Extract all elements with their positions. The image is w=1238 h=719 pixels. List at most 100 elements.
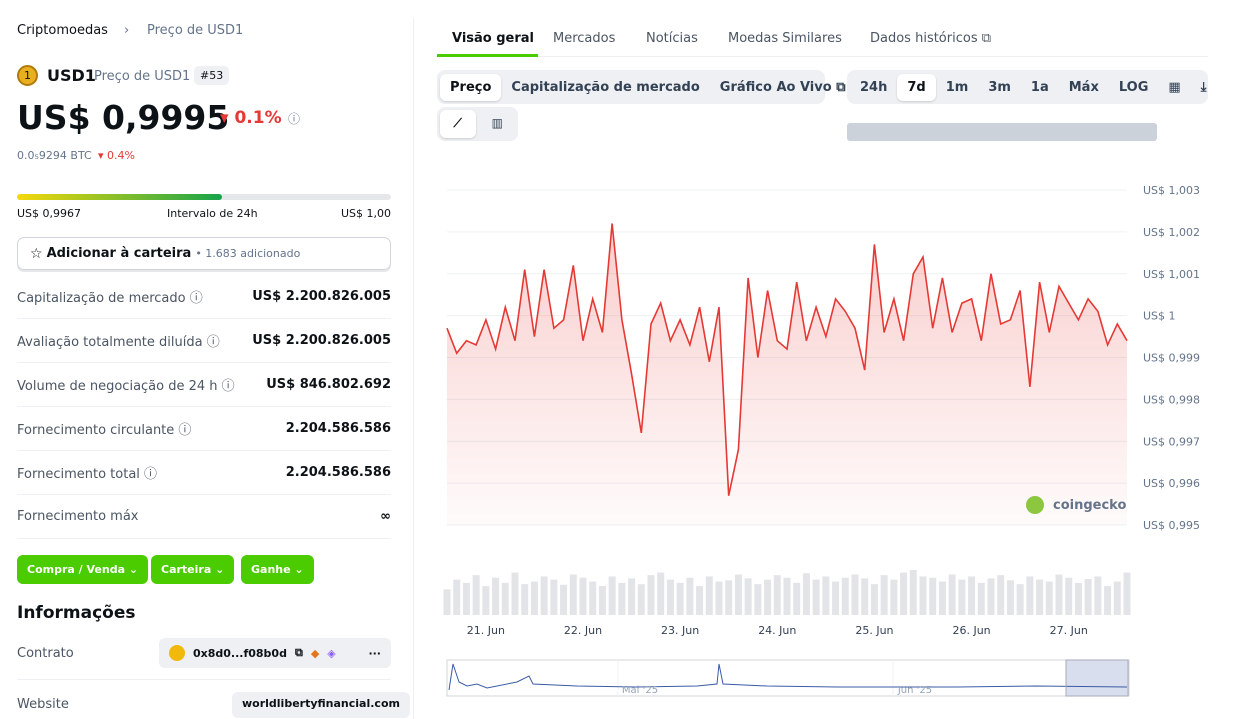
download-button[interactable]: ⤓ bbox=[1200, 79, 1207, 95]
y-tick-label: US$ 1 bbox=[1143, 310, 1176, 323]
divider bbox=[17, 679, 391, 680]
website-link[interactable]: worldlibertyfinancial.com bbox=[232, 692, 410, 718]
info-icon[interactable]: ⓘ bbox=[288, 112, 301, 126]
earn-button[interactable]: Ganhe ⌄ bbox=[241, 555, 314, 584]
candle-chart-button[interactable]: ▥ bbox=[491, 116, 503, 130]
copy-icon[interactable]: ⧉ bbox=[294, 646, 303, 659]
volume-bar bbox=[676, 582, 684, 615]
range-switch: 24h 7d 1m 3m 1a Máx LOG ▦ ⤓ bbox=[847, 70, 1208, 104]
range-button[interactable]: 24h bbox=[860, 79, 888, 95]
chain-icon bbox=[169, 645, 185, 661]
tab[interactable]: Dados históricos ⧉ bbox=[870, 31, 992, 46]
watermark: coingecko bbox=[1053, 498, 1126, 513]
navigator-selection bbox=[1065, 659, 1129, 697]
contract-address: 0x8d0...f08b0d bbox=[193, 646, 287, 660]
button-label: Ganhe bbox=[251, 563, 291, 576]
tab[interactable]: Notícias bbox=[646, 31, 698, 46]
volume-bar bbox=[832, 581, 840, 615]
stat-label: Avaliação totalmente diluída ⓘ bbox=[17, 335, 220, 350]
wallet-icon[interactable]: ◈ bbox=[327, 646, 336, 660]
wallet-button[interactable]: Carteira ⌄ bbox=[151, 555, 235, 584]
stat-value: ∞ bbox=[380, 509, 391, 524]
tab[interactable]: Moedas Similares bbox=[728, 31, 842, 46]
volume-bar bbox=[637, 584, 645, 615]
volume-bar bbox=[598, 586, 606, 615]
stat-label: Volume de negociação de 24 h ⓘ bbox=[17, 379, 235, 394]
tab-label: Dados históricos bbox=[870, 31, 978, 46]
volume-bar bbox=[929, 577, 937, 615]
info-title: Informações bbox=[17, 603, 136, 623]
range-button[interactable]: LOG bbox=[1118, 79, 1149, 95]
y-tick-label: US$ 1,003 bbox=[1143, 184, 1200, 197]
navigator-label: Jun '25 bbox=[897, 685, 932, 696]
range-button[interactable]: Máx bbox=[1068, 79, 1099, 95]
price-line bbox=[446, 223, 1128, 496]
calendar-button[interactable]: ▦ bbox=[1168, 79, 1181, 95]
separator: › bbox=[124, 23, 130, 38]
range-button[interactable]: 1a bbox=[1030, 79, 1049, 95]
volume-bar bbox=[948, 574, 956, 615]
y-tick-label: US$ 0,997 bbox=[1143, 435, 1200, 448]
volume-bar bbox=[725, 580, 733, 615]
buy-sell-button[interactable]: Compra / Venda ⌄ bbox=[17, 555, 149, 584]
range-button[interactable]: 7d bbox=[897, 73, 936, 101]
portfolio-button[interactable]: ☆ Adicionar à carteira • 1.683 adicionado bbox=[17, 237, 391, 270]
stat-label: Capitalização de mercado ⓘ bbox=[17, 291, 203, 306]
volume-bar bbox=[511, 572, 519, 615]
volume-bar bbox=[1113, 581, 1121, 615]
stat-value: 2.204.586.586 bbox=[285, 465, 391, 480]
volume-bar bbox=[1123, 572, 1131, 615]
volume-bar bbox=[560, 584, 568, 615]
x-tick-label: 21. Jun bbox=[467, 624, 505, 637]
rank: #53 bbox=[194, 66, 230, 85]
chart-style-switch: ⟋ ▥ bbox=[437, 107, 518, 141]
metamask-icon[interactable]: ◆ bbox=[310, 646, 320, 660]
y-tick-label: US$ 0,999 bbox=[1143, 352, 1200, 365]
stat-value: US$ 846.802.692 bbox=[266, 377, 391, 392]
volume-bar bbox=[890, 579, 898, 615]
tab[interactable]: Visão geral bbox=[452, 31, 535, 46]
volume-bar bbox=[1045, 581, 1053, 615]
watermark-logo bbox=[1026, 496, 1044, 514]
stat-value: US$ 2.200.826.005 bbox=[252, 289, 391, 304]
contract-label: Contrato bbox=[17, 646, 74, 661]
more-icon[interactable]: ··· bbox=[368, 646, 381, 660]
volume-bar bbox=[841, 577, 849, 615]
mode[interactable]: Capitalização de mercado bbox=[511, 79, 700, 95]
contract-chip[interactable]: 0x8d0...f08b0d ⧉ ◆ ◈ ··· bbox=[159, 638, 391, 668]
volume-bar bbox=[754, 584, 762, 615]
volume-bar bbox=[618, 582, 626, 615]
tab-bar bbox=[437, 28, 1208, 57]
y-tick-label: US$ 0,996 bbox=[1143, 477, 1200, 490]
y-tick-label: US$ 0,998 bbox=[1143, 393, 1200, 406]
x-tick-label: 27. Jun bbox=[1050, 624, 1088, 637]
tab[interactable]: Mercados bbox=[553, 31, 616, 46]
website-label: Website bbox=[17, 697, 69, 712]
volume-bar bbox=[802, 573, 810, 615]
volume-bar bbox=[1084, 579, 1092, 615]
volume-bar bbox=[968, 576, 976, 615]
chart: US$ 1,003 US$ 1,002 US$ 1,001 US$ 1 US$ 0,99… bbox=[443, 184, 1200, 697]
volume-bar bbox=[764, 579, 772, 615]
mode[interactable]: Gráfico Ao Vivo ⧉ bbox=[719, 79, 846, 95]
y-tick-label: US$ 1,001 bbox=[1143, 268, 1200, 281]
volume-bar bbox=[686, 577, 694, 615]
volume-bar bbox=[773, 575, 781, 615]
stat-label: Fornecimento total ⓘ bbox=[17, 467, 158, 482]
volume-bar bbox=[851, 574, 859, 615]
volume-bar bbox=[1055, 574, 1063, 615]
volume-bar bbox=[462, 582, 470, 615]
portfolio-count: • 1.683 adicionado bbox=[195, 247, 301, 260]
volume-bar bbox=[628, 578, 636, 615]
mode[interactable]: Preço bbox=[440, 73, 502, 101]
btc-change-value: 0.4% bbox=[107, 149, 135, 162]
breadcrumb-link[interactable]: Criptomoedas bbox=[17, 23, 108, 38]
volume-bar bbox=[705, 576, 713, 615]
range-button[interactable]: 1m bbox=[945, 79, 969, 95]
line-chart-button[interactable]: ⟋ bbox=[440, 110, 476, 138]
volume-bar bbox=[1026, 576, 1034, 615]
volume-bar bbox=[657, 572, 665, 615]
range-button[interactable]: 3m bbox=[988, 79, 1011, 95]
coin-name: Preço de USD1 bbox=[94, 69, 191, 84]
